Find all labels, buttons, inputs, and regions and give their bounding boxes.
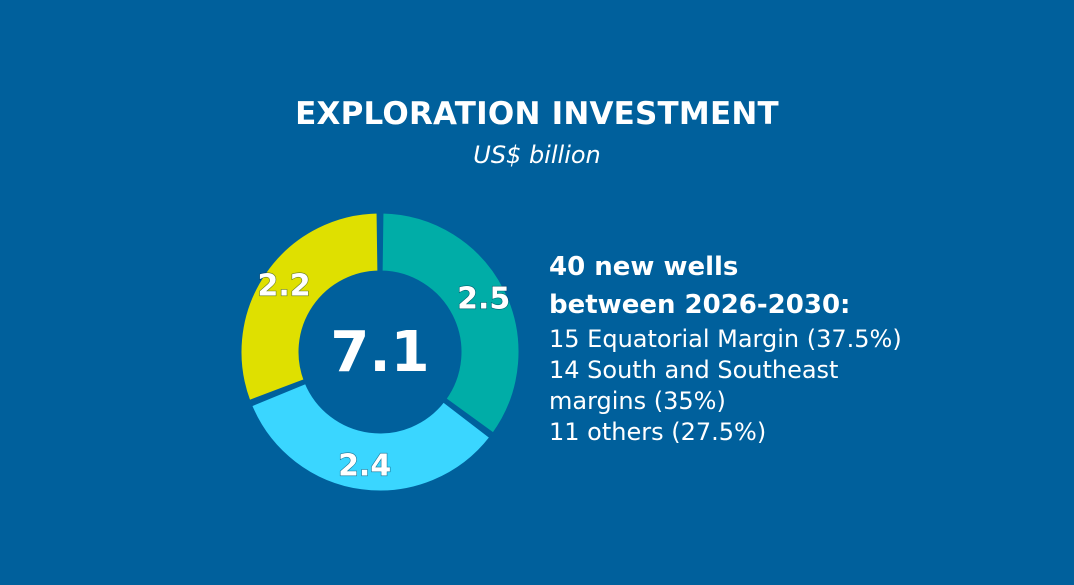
- wells-item-south-southeast-cont: margins (35%): [549, 387, 726, 415]
- chart-title: EXPLORATION INVESTMENT: [295, 96, 779, 132]
- donut-slice-2-5: [379, 210, 522, 437]
- chart-subtitle: US$ billion: [473, 141, 601, 169]
- wells-item-others: 11 others (27.5%): [549, 418, 767, 446]
- donut-label-2-4: 2.4: [338, 448, 391, 483]
- wells-heading: 40 new wells between 2026-2030:: [549, 248, 969, 324]
- donut-slice-2-2: [238, 210, 381, 404]
- donut-total-label: 7.1: [330, 320, 429, 385]
- donut-slices: [238, 210, 522, 494]
- donut-slice-labels: 2.5 2.4 2.2: [257, 268, 511, 484]
- donut-chart: 2.5 2.4 2.2 7.1: [238, 210, 522, 494]
- wells-heading-line-2: between 2026-2030:: [549, 290, 851, 320]
- donut-slice-2-4: [248, 380, 494, 494]
- donut-label-2-5: 2.5: [457, 282, 510, 317]
- wells-item-equatorial: 15 Equatorial Margin (37.5%): [549, 325, 902, 353]
- wells-heading-line-1: 40 new wells: [549, 252, 739, 282]
- wells-info: 40 new wells between 2026-2030: 15 Equat…: [549, 248, 969, 448]
- donut-label-2-2: 2.2: [258, 268, 311, 303]
- wells-item-south-southeast: 14 South and Southeast: [549, 356, 839, 384]
